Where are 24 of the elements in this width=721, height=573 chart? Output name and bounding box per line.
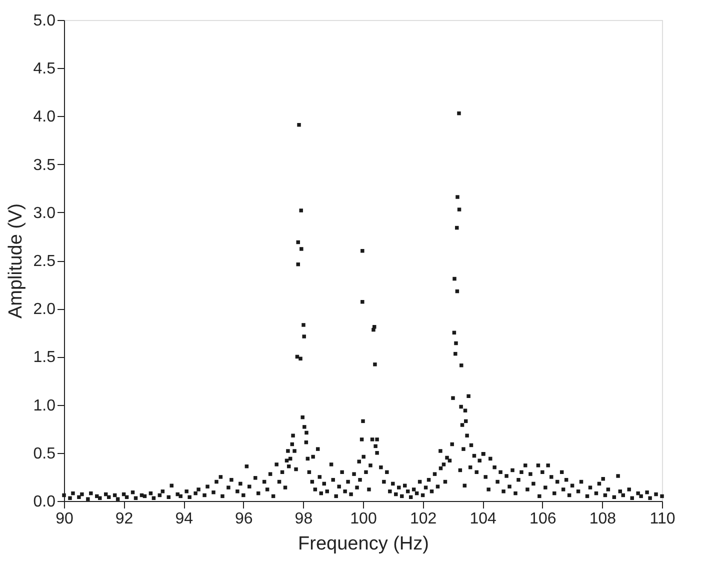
y-tick-label: 3.5 (33, 156, 56, 174)
y-tick-label: 4.5 (33, 60, 56, 78)
x-axis-title: Frequency (Hz) (298, 534, 429, 554)
x-tick-label: 106 (530, 510, 556, 528)
y-tick-label: 0.0 (33, 494, 56, 510)
x-tick-label: 108 (589, 510, 616, 528)
x-tick-label: 110 (650, 510, 676, 528)
x-tick-label: 104 (470, 510, 497, 528)
y-tick-label: 2.0 (33, 301, 56, 318)
y-tick-label: 2.5 (33, 253, 56, 270)
x-tick-label: 94 (175, 510, 194, 528)
y-tick-label: 3.0 (33, 204, 56, 222)
y-tick-label: 0.5 (33, 445, 56, 462)
y-tick-label: 4.0 (33, 108, 56, 126)
x-tick-label: 98 (294, 510, 313, 528)
x-tick-label: 96 (235, 510, 253, 528)
x-tick-label: 102 (410, 510, 437, 528)
y-tick-label: 5.0 (33, 12, 56, 30)
y-tick-label: 1.5 (33, 349, 56, 366)
y-tick-label: 1.0 (33, 397, 56, 414)
x-tick-label: 90 (56, 510, 74, 528)
x-tick-label: 92 (115, 510, 134, 528)
x-tick-label: 100 (350, 510, 377, 528)
y-axis-title: Amplitude (V) (5, 203, 26, 319)
